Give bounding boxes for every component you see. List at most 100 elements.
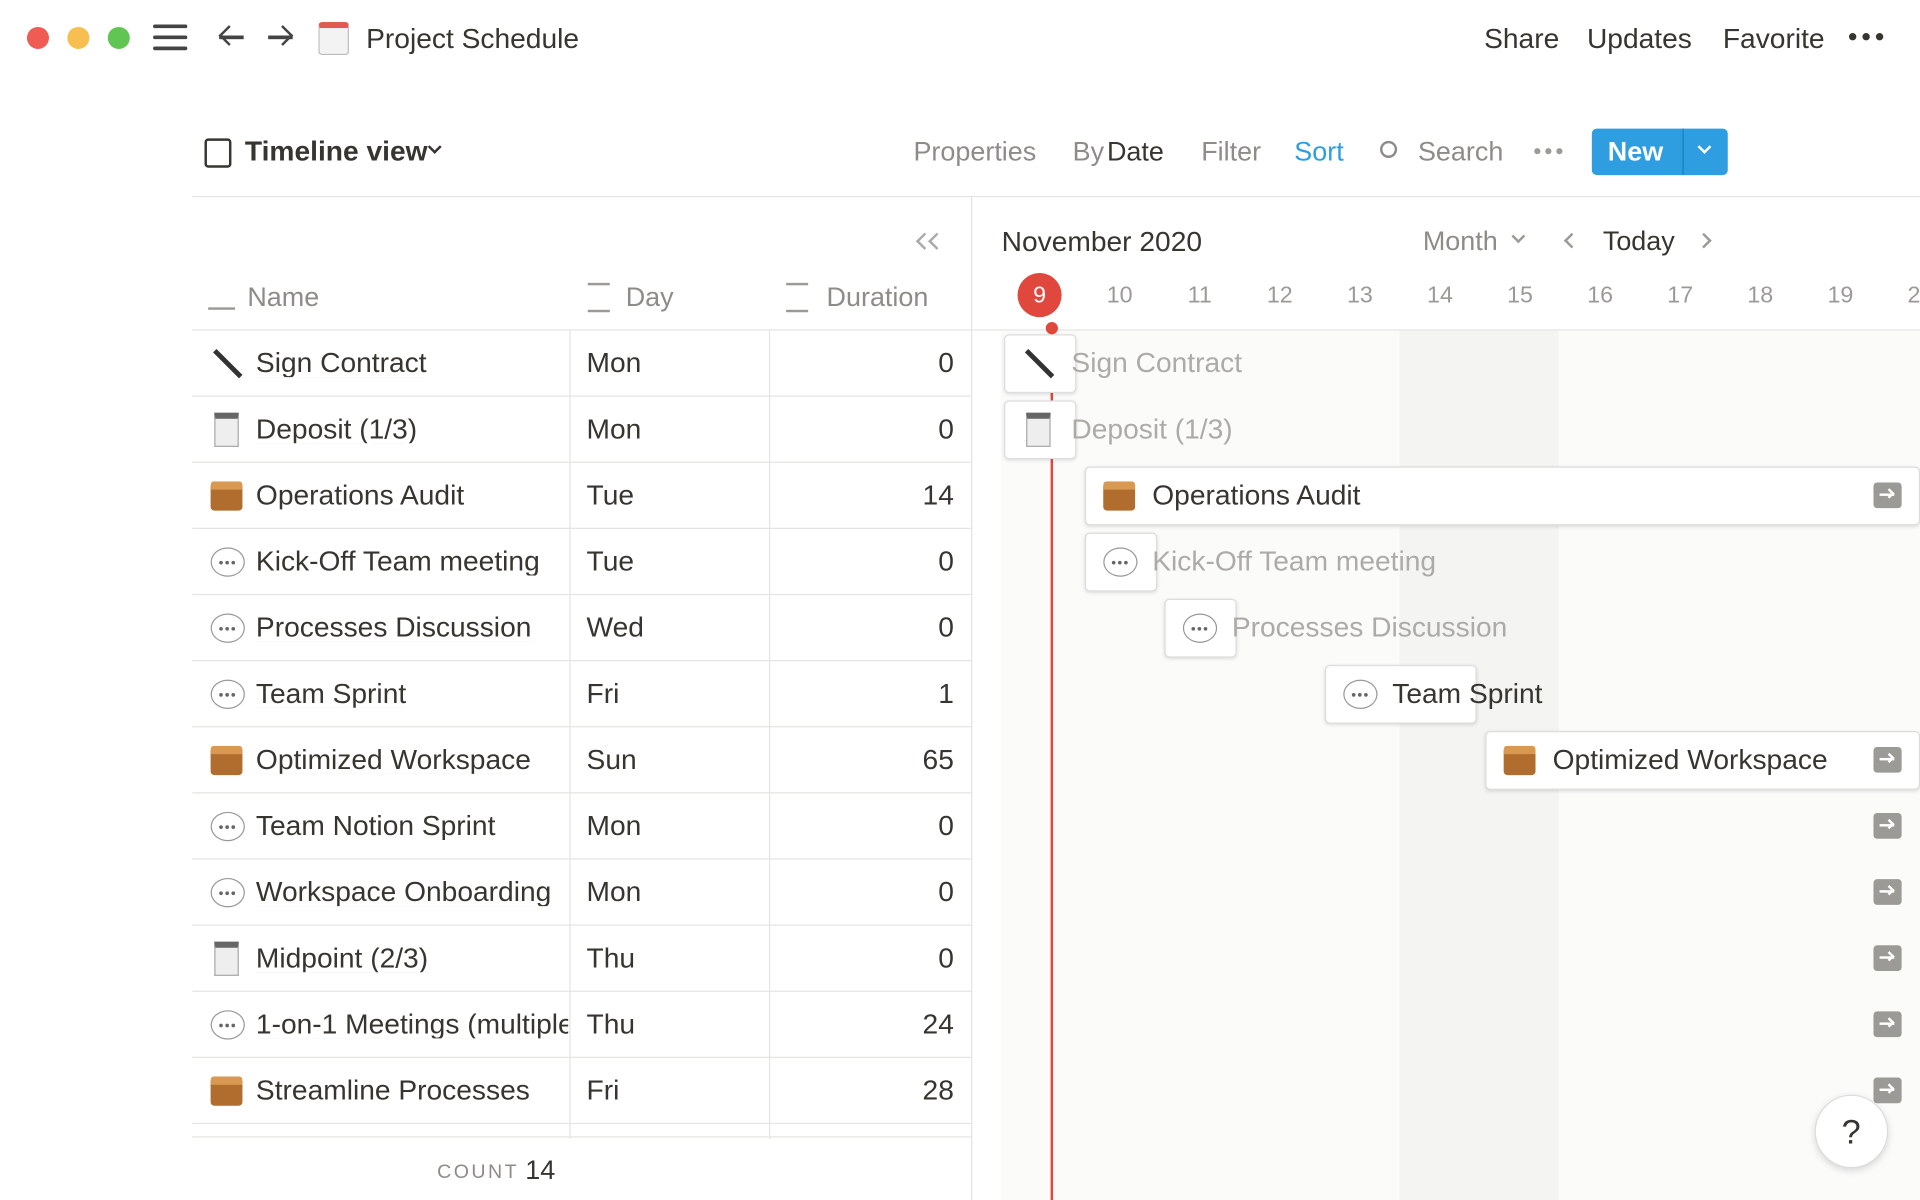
arrow-shape [1879,824,1895,827]
dot [225,626,229,631]
toolbar-item[interactable]: Date [1106,135,1164,167]
view-name[interactable]: Timeline view [244,134,428,167]
count-value: 14 [525,1154,556,1186]
dot [219,560,223,565]
forward-arrow[interactable] [263,21,295,55]
dot [1191,626,1196,631]
dot [1545,148,1552,155]
receipt-icon [214,941,239,976]
receipt-icon [214,412,239,447]
arrow-shape [1879,493,1895,496]
row-name[interactable]: Sign Contract [255,348,427,378]
top-action[interactable]: Favorite [1722,22,1825,54]
toolbar-item[interactable]: Filter [1201,135,1262,167]
chevron [1697,140,1712,154]
new-button[interactable]: New [1591,128,1728,176]
toolbar-item[interactable]: Search [1417,135,1504,167]
row-name[interactable]: Deposit (1/3) [255,415,418,444]
scale-select[interactable]: Month [1422,225,1498,256]
col-line [768,330,771,1139]
window-button[interactable] [26,26,49,49]
row-day: Tue [586,544,635,577]
row-name[interactable]: Optimized Workspace [255,745,531,774]
arrow-head [1884,1017,1895,1028]
day-label: 20 [1907,282,1920,309]
dot [231,891,236,896]
row-line [192,660,972,662]
more-button[interactable] [1534,148,1563,155]
prev-button[interactable] [1563,232,1580,249]
bubble-icon [210,547,245,577]
open-button[interactable] [1873,482,1902,509]
help-label: ? [1841,1113,1861,1152]
row-day: Mon [586,346,642,379]
arrow-shape [1879,890,1895,893]
receipt-icon [1026,412,1051,447]
page-title[interactable]: Project Schedule [366,22,580,54]
dot [1111,560,1116,565]
top-action[interactable]: Share [1484,22,1560,54]
dot [219,1023,223,1028]
open-button[interactable] [1873,945,1902,972]
bubble-icon [210,613,245,643]
row-duration: 65 [922,743,954,776]
toolbar-item[interactable]: By [1072,135,1105,167]
today-button[interactable]: Today [1602,225,1675,256]
bubble-icon [210,1010,245,1040]
dot [231,693,236,697]
box-icon [210,481,243,511]
row-name[interactable]: Workspace Onboarding [255,877,552,907]
toolbar-item[interactable]: Properties [913,135,1037,167]
day-label: 10 [1106,282,1133,309]
menu-button[interactable] [153,24,188,51]
row-name[interactable]: Operations Audit [255,481,465,510]
toolbar-item[interactable]: Sort [1294,135,1344,167]
dot [231,626,236,631]
row-name[interactable]: Streamline Processes [255,1076,530,1105]
bubble-icon [1343,679,1378,709]
window-button[interactable] [67,26,90,49]
dot [1203,626,1208,631]
column-header[interactable]: Day [625,281,674,313]
row-name[interactable]: Midpoint (2/3) [255,944,429,973]
today-line [1050,328,1054,1200]
more-button[interactable] [1848,33,1888,43]
timeline-bar[interactable] [1084,466,1920,526]
chevron [427,140,442,154]
row-name[interactable]: Processes Discussion [255,613,532,642]
open-button[interactable] [1873,1077,1902,1104]
open-button[interactable] [1873,1011,1902,1038]
dot [225,693,229,697]
top-action[interactable]: Updates [1586,22,1692,54]
column-header[interactable]: Duration [826,281,929,313]
bubble-icon [210,877,245,908]
row-line [192,527,972,529]
row-name[interactable]: Team Notion Sprint [255,811,496,840]
arrow-shape [1879,1088,1895,1092]
col-icon [786,282,809,313]
dot [219,626,223,631]
column-header[interactable]: Name [247,281,320,313]
open-button[interactable] [1873,879,1902,905]
bubble-icon [1103,547,1138,577]
footer-line [192,1136,972,1138]
bubble-icon [210,679,245,709]
row-name[interactable]: 1-on-1 Meetings (multiple [255,1010,569,1039]
bubble-icon [210,811,245,842]
dot [231,560,236,565]
open-button[interactable] [1873,746,1902,773]
arrow-head [1884,951,1895,962]
count-label: COUNT [437,1162,520,1183]
help-button[interactable]: ? [1814,1094,1889,1169]
window-button[interactable] [107,26,130,49]
new-label: New [1607,135,1664,167]
row-name[interactable]: Team Sprint [255,679,407,708]
row-line [192,1056,972,1058]
timeline-bar[interactable] [1485,731,1920,790]
back-arrow[interactable] [214,21,246,55]
next-button[interactable] [1696,232,1712,249]
row-name[interactable]: Kick-Off Team meeting [255,547,540,576]
row-line [192,924,972,926]
dot [1364,693,1368,697]
open-button[interactable] [1873,813,1902,839]
